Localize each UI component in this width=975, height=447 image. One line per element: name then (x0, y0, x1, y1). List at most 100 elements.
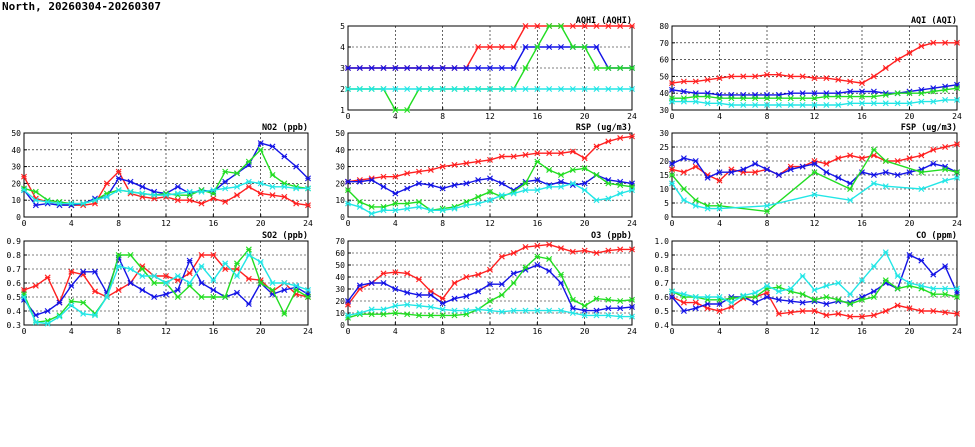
chart-title: NO2 (ppb) (262, 123, 308, 133)
data-point (847, 100, 854, 107)
x-tick-label: 4 (69, 327, 74, 336)
data-point (163, 273, 169, 279)
data-point (870, 180, 877, 187)
data-point (245, 246, 252, 253)
data-point (870, 100, 877, 107)
data-point (245, 183, 252, 190)
data-point (427, 292, 434, 298)
data-point (918, 186, 925, 192)
data-point (269, 183, 276, 190)
y-tick-label: 30 (11, 163, 21, 172)
data-point (21, 187, 27, 194)
chart-no2: 0 4 8 12 16 20 24 0 10 20 30 40 50 NO2 (ppb) (11, 123, 313, 228)
data-point (463, 86, 470, 92)
data-point (475, 44, 482, 50)
data-point (906, 100, 913, 107)
data-point (245, 252, 252, 258)
data-point (617, 313, 624, 320)
data-point (487, 65, 493, 71)
data-point (799, 291, 806, 298)
data-point (174, 183, 181, 190)
data-point (716, 205, 723, 212)
data-point (811, 308, 818, 314)
data-point (680, 197, 687, 204)
x-tick-label: 12 (810, 219, 820, 228)
data-point (906, 49, 913, 56)
x-tick-label: 8 (440, 112, 445, 121)
y-tick-label: 0 (16, 213, 21, 222)
data-point (593, 295, 600, 302)
data-point (345, 298, 351, 304)
chart-co: 0 4 8 12 16 20 24 0.4 0.5 0.6 0.7 0.8 0.9 1.0 CO (ppm) (655, 231, 962, 336)
x-tick-label: 12 (485, 112, 495, 121)
x-tick-label: 16 (533, 219, 543, 228)
data-point (823, 101, 830, 108)
data-point (163, 192, 169, 199)
data-point (680, 98, 687, 105)
data-point (764, 202, 770, 209)
data-point (629, 187, 635, 194)
data-point (811, 160, 818, 167)
data-point (882, 65, 889, 71)
data-point (534, 242, 541, 249)
data-point (356, 86, 363, 92)
data-point (870, 312, 877, 319)
data-point (498, 253, 505, 260)
data-point (680, 291, 687, 298)
data-point (222, 185, 229, 192)
x-tick-label: 16 (857, 327, 867, 336)
data-point (475, 158, 482, 165)
data-point (257, 146, 264, 153)
data-point (392, 190, 399, 197)
data-point (870, 263, 877, 270)
data-point (510, 280, 517, 286)
data-point (728, 95, 735, 102)
x-tick-label: 20 (905, 112, 915, 121)
data-point (522, 180, 529, 187)
y-tick-label: 50 (335, 129, 345, 138)
data-point (356, 65, 363, 71)
data-point (752, 299, 759, 306)
data-point (581, 187, 588, 194)
data-point (764, 95, 770, 102)
data-point (558, 86, 564, 92)
data-point (463, 293, 470, 300)
data-point (257, 190, 264, 197)
data-point (356, 203, 363, 210)
data-point (918, 43, 925, 50)
data-point (198, 252, 205, 258)
data-point (954, 310, 960, 317)
y-tick-label: 10 (335, 309, 345, 318)
data-point (115, 187, 122, 194)
y-tick-label: 20 (11, 179, 21, 188)
data-point (942, 309, 949, 316)
data-point (139, 273, 146, 279)
data-point (581, 307, 588, 314)
data-point (692, 299, 699, 306)
data-point (581, 23, 588, 29)
page-title: North, 20260304-20260307 (2, 0, 161, 13)
data-point (811, 169, 818, 176)
data-point (404, 86, 411, 92)
data-point (281, 183, 288, 190)
data-point (716, 75, 723, 82)
data-point (510, 44, 517, 50)
y-tick-label: 60 (659, 56, 669, 65)
data-point (151, 273, 158, 279)
data-point (151, 192, 158, 199)
data-point (392, 200, 399, 207)
data-point (174, 294, 181, 300)
data-point (439, 65, 446, 71)
data-point (534, 262, 541, 268)
data-point (222, 260, 229, 267)
data-point (629, 86, 635, 92)
data-point (704, 205, 711, 212)
data-point (368, 210, 375, 217)
data-point (139, 287, 146, 293)
y-tick-label: 0.5 (655, 307, 670, 316)
data-point (305, 294, 311, 300)
data-point (234, 273, 240, 279)
data-point (558, 271, 564, 278)
data-point (510, 153, 517, 160)
data-point (617, 190, 624, 197)
